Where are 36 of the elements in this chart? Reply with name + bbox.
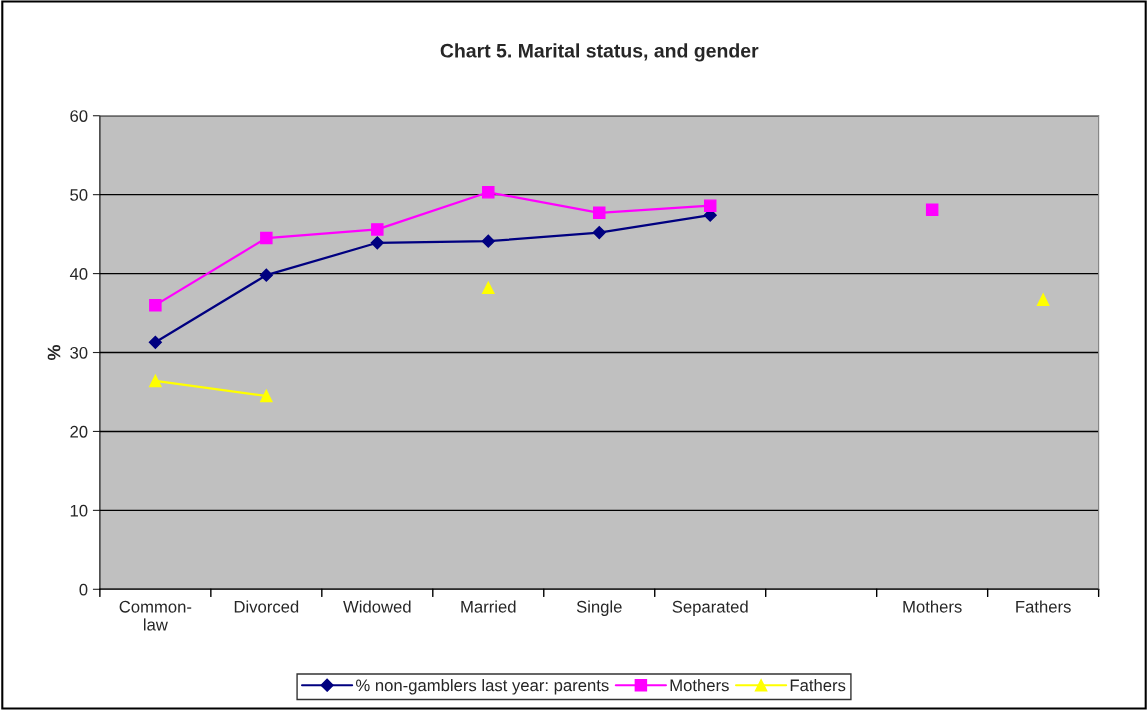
y-tick-label: 20 bbox=[70, 425, 88, 438]
point bbox=[148, 335, 162, 349]
point bbox=[1036, 293, 1050, 306]
x-tick-label: Separated bbox=[672, 600, 748, 616]
x-tick-label: Common- law bbox=[119, 600, 192, 631]
chart-title: Chart 5. Marital status, and gender bbox=[440, 43, 759, 62]
y-tick-label: 0 bbox=[79, 583, 88, 596]
legend-label: Fathers bbox=[790, 679, 846, 692]
x-tick-label: Mothers bbox=[903, 600, 962, 613]
y-tick-label: 10 bbox=[70, 504, 88, 517]
x-tick-label: Single bbox=[576, 600, 622, 616]
point bbox=[593, 206, 606, 220]
point bbox=[260, 231, 273, 245]
point bbox=[259, 268, 273, 282]
point bbox=[260, 389, 273, 403]
y-axis-title: % bbox=[47, 344, 61, 361]
x-tick-label: Married bbox=[461, 600, 516, 613]
x-tick-label: Widowed bbox=[343, 600, 411, 613]
y-tick-label: 40 bbox=[69, 267, 88, 280]
point bbox=[703, 199, 717, 212]
point bbox=[592, 225, 606, 240]
x-tick-label: Divorced bbox=[234, 600, 299, 613]
point bbox=[482, 186, 495, 199]
legend-label: % non-gamblers last year: parents bbox=[356, 679, 609, 695]
point bbox=[482, 281, 495, 295]
legend-label: Mothers bbox=[670, 679, 729, 692]
point bbox=[925, 203, 939, 216]
point bbox=[149, 374, 162, 388]
point bbox=[481, 234, 495, 248]
y-tick-label: 30 bbox=[70, 346, 88, 359]
point bbox=[149, 298, 162, 312]
point bbox=[371, 223, 384, 236]
y-tick-label: 50 bbox=[70, 189, 88, 201]
y-tick-label: 60 bbox=[70, 110, 88, 122]
x-tick-label: Fathers bbox=[1016, 600, 1071, 613]
point bbox=[370, 236, 384, 250]
